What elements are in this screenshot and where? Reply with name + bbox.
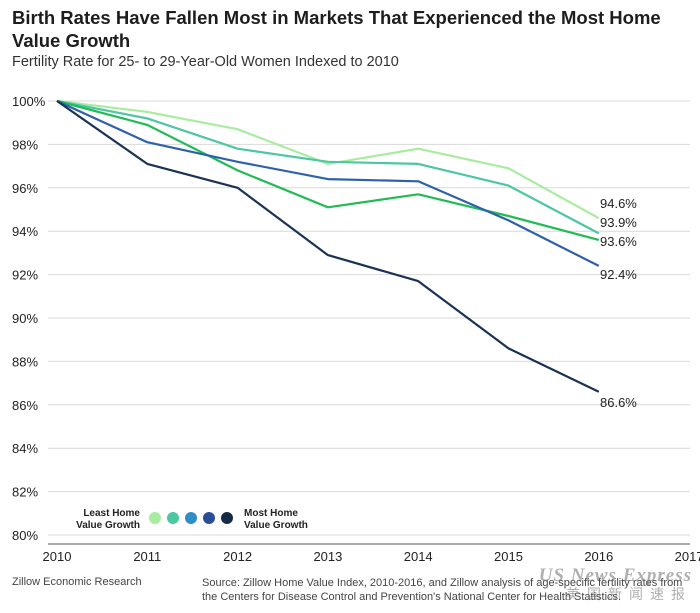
y-tick-label: 94% (12, 224, 38, 239)
y-tick-label: 90% (12, 311, 38, 326)
footer-credit: Zillow Economic Research (12, 576, 142, 588)
y-tick-label: 88% (12, 354, 38, 369)
chart-subtitle: Fertility Rate for 25- to 29-Year-Old Wo… (12, 54, 399, 70)
end-value-label: 93.9% (600, 215, 637, 230)
legend-right-label: Value Growth (244, 520, 308, 531)
legend-dot (185, 512, 197, 524)
y-tick-label: 100% (12, 94, 46, 109)
legend-dot (221, 512, 233, 524)
end-value-label: 86.6% (600, 395, 637, 410)
legend-dot (203, 512, 215, 524)
y-tick-label: 84% (12, 441, 38, 456)
watermark-line1: US News Express (538, 565, 692, 586)
end-value-label: 92.4% (600, 267, 637, 282)
legend-dot (167, 512, 179, 524)
chart-title: Birth Rates Have Fallen Most in Markets … (12, 7, 661, 51)
series-line-5 (56, 100, 600, 393)
footer-source: Source: Zillow Home Value Index, 2010-20… (202, 577, 683, 603)
x-tick-label: 2014 (404, 549, 433, 564)
x-tick-label: 2013 (313, 549, 342, 564)
y-tick-label: 86% (12, 398, 38, 413)
y-tick-label: 96% (12, 181, 38, 196)
series-line-2 (56, 99, 600, 235)
legend-right-label: Most Home (244, 508, 298, 519)
x-tick-label: 2015 (494, 549, 523, 564)
end-value-label: 93.6% (600, 234, 637, 249)
x-tick-label: 2010 (43, 549, 72, 564)
x-tick-label: 2016 (584, 549, 613, 564)
legend-dot (149, 512, 161, 524)
x-tick-label: 2017 (675, 549, 700, 564)
x-tick-label: 2011 (133, 549, 161, 564)
y-tick-label: 82% (12, 485, 38, 500)
y-tick-label: 92% (12, 268, 38, 283)
legend-left-label: Least Home (83, 508, 140, 519)
y-tick-label: 98% (12, 137, 38, 152)
watermark-line2: 美国新闻速报 (566, 588, 692, 603)
end-value-label: 94.6% (600, 196, 637, 211)
legend-left-label: Value Growth (76, 520, 140, 531)
x-tick-label: 2012 (223, 549, 252, 564)
watermark: US News Express 美国新闻速报 (539, 565, 692, 604)
series-line-3 (56, 99, 600, 241)
series-line-4 (56, 99, 600, 267)
series-line-1 (56, 99, 600, 220)
y-tick-label: 80% (12, 528, 38, 543)
